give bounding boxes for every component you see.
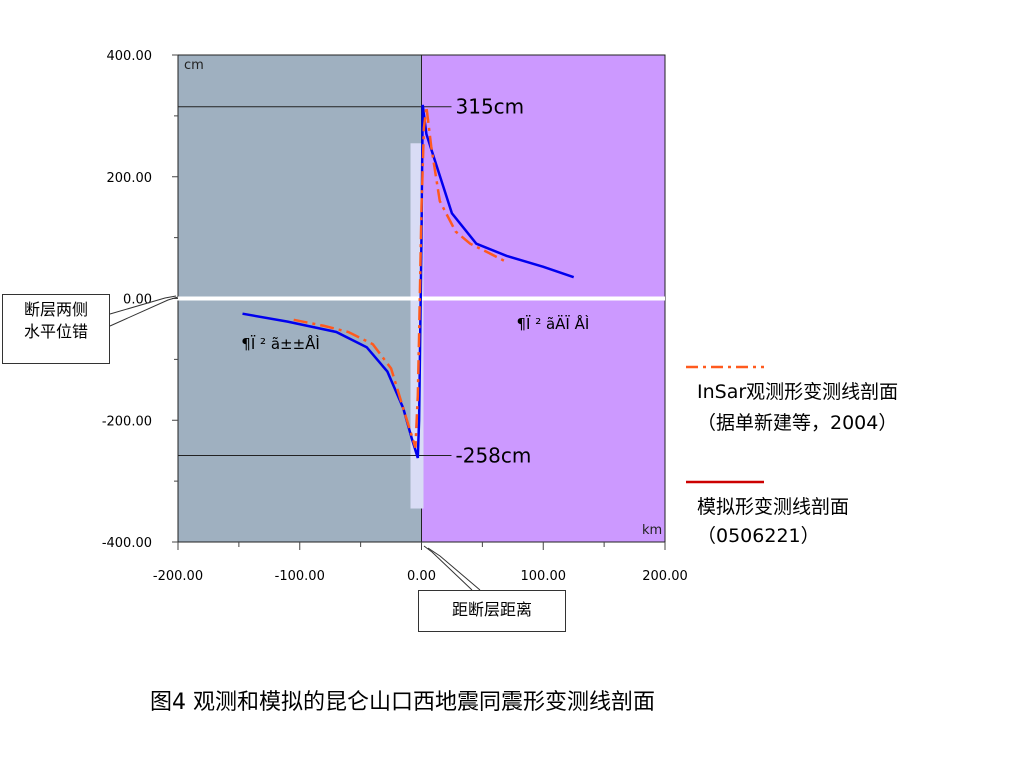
reference-label-1: 315cm [456,95,525,119]
reference-label-2: -258cm [456,444,532,468]
x-tick-label-3: 100.00 [521,569,567,584]
y-unit-label: cm [184,58,204,73]
y-tick-label-4: -400.00 [102,536,152,551]
y-tick-label-1: 200.00 [107,171,153,186]
fault-offset-leader-2 [109,296,179,327]
y-tick-label-2: 0.00 [123,293,152,308]
series-model-line [242,104,575,459]
left-region-label: ¶Ï ² ã±±ÅÌ [241,334,320,353]
y-tick-label-0: 400.00 [107,49,153,64]
x-unit-label: km [642,523,662,538]
legend-insar-label-1: InSar观测形变测线剖面 [697,381,899,403]
x-tick-label-2: 0.00 [407,569,436,584]
y-tick-label-3: -200.00 [102,414,152,429]
fault-offset-callout: 断层两侧 水平位错 [2,294,110,364]
fault-offset-leader-1 [109,295,177,315]
x-tick-label-1: -100.00 [275,569,325,584]
right-region-label: ¶Ï ² ãÄÏ ÅÌ [516,314,589,333]
legend-insar-label-2: （据单新建等，2004） [697,412,898,434]
legend-model-label-1: 模拟形变测线剖面 [697,496,850,518]
fault-distance-leader-2 [427,547,481,591]
figure-caption: 图4 观测和模拟的昆仑山口西地震同震形变测线剖面 [150,690,655,715]
fault-distance-leader-1 [423,545,473,591]
fault-distance-callout: 距断层距离 [418,590,566,632]
x-tick-label-4: 200.00 [642,569,688,584]
x-tick-label-0: -200.00 [153,569,203,584]
legend-model-label-2: （0506221） [697,525,820,547]
